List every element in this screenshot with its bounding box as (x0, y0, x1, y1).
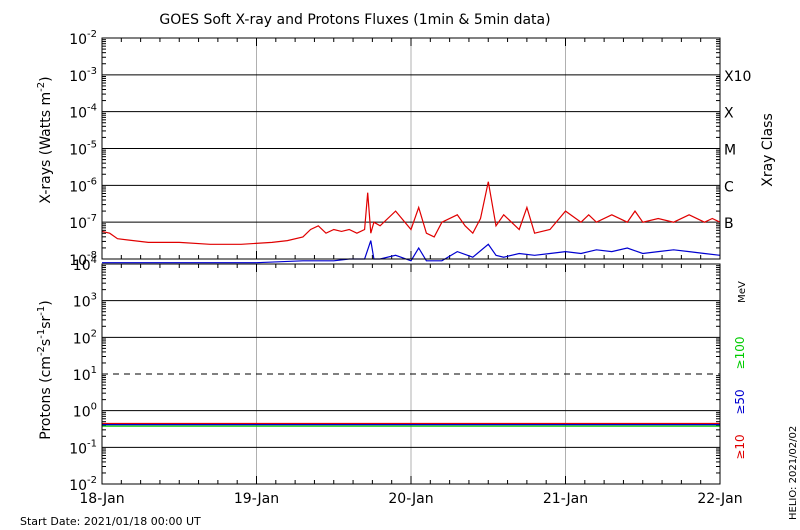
y-tick-label: 10-2 (69, 29, 97, 48)
proton-y-axis-label: Protons (cm-2s-1sr-1) (36, 300, 54, 439)
xray-class-label: X10 (724, 69, 751, 85)
chart-title: GOES Soft X-ray and Protons Fluxes (1min… (159, 12, 550, 28)
x-tick-label: 22-Jan (697, 491, 742, 507)
y-tick-label: 10-7 (69, 213, 97, 232)
y-tick-label: 10-1 (69, 438, 97, 457)
xray-class-label: C (724, 179, 734, 195)
proton-unit-label: MeV (737, 281, 748, 303)
xray-y-axis-label: X-rays (Watts m-2) (36, 76, 54, 203)
start-date-label: Start Date: 2021/01/18 00:00 UT (20, 515, 201, 528)
y-tick-label: 10-6 (69, 176, 97, 195)
y-tick-label: 10-3 (69, 66, 97, 85)
xray-class-label: M (724, 143, 736, 159)
generated-stamp: HELIO: 2021/02/02 (788, 426, 799, 520)
proton-legend-entry: ≥100 (733, 337, 747, 370)
y-tick-label: 100 (73, 402, 97, 421)
x-tick-label: 18-Jan (79, 491, 124, 507)
proton-panel: 104 103 102 101 100 10-1 10-2 ≥100 ≥50 ≥10 (69, 255, 747, 494)
y-tick-label: 101 (73, 365, 97, 384)
proton-legend-entry: ≥50 (733, 389, 747, 414)
y-tick-label: 104 (73, 255, 97, 274)
x-tick-labels: 18-Jan 19-Jan 20-Jan 21-Jan 22-Jan (79, 491, 742, 507)
y-tick-label: 103 (73, 292, 97, 311)
proton-legend-entry: ≥10 (733, 434, 747, 459)
xray-class-label: X (724, 106, 734, 122)
xray-class-label: B (724, 216, 734, 232)
panel-frame (101, 37, 721, 260)
y-tick-label: 10-8 (69, 250, 97, 269)
series-line (102, 240, 721, 264)
x-tick-label: 21-Jan (543, 491, 588, 507)
y-tick-label: 10-5 (69, 140, 97, 159)
y-tick-label: 10-2 (69, 475, 97, 494)
panel-frame (101, 263, 721, 485)
series-line (101, 181, 721, 245)
y-tick-label: 102 (73, 328, 97, 347)
y-tick-label: 10-4 (69, 103, 97, 122)
x-tick-label: 20-Jan (388, 491, 433, 507)
xray-class-axis-label: Xray Class (760, 113, 776, 187)
xray-panel: 10-2 10-3 10-4 10-5 10-6 10-7 10-8 X10 X M C B (69, 29, 751, 269)
x-tick-label: 19-Jan (234, 491, 279, 507)
